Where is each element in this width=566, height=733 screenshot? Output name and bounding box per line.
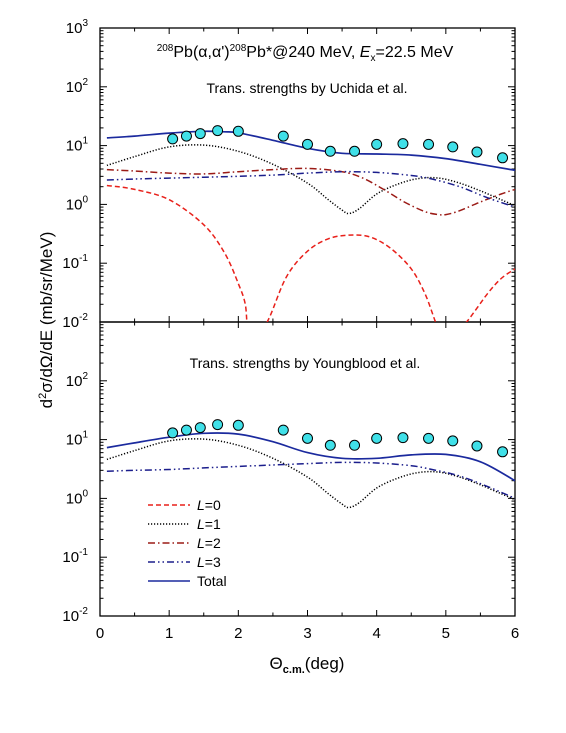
legend-label: L=2	[197, 535, 221, 551]
y-tick-label: 102	[66, 371, 89, 390]
x-axis-symbol: Θ	[270, 654, 283, 673]
title-residual: Pb*@240 MeV,	[246, 44, 360, 61]
theory-curves	[106, 130, 515, 509]
data-point	[324, 439, 336, 451]
data-point	[167, 427, 179, 439]
panel-frame-0	[99, 27, 516, 323]
curve-l3-panel-0	[106, 170, 515, 208]
x-tick-label: 2	[234, 625, 242, 642]
data-point	[397, 432, 409, 444]
data-point	[471, 440, 483, 452]
data-point	[232, 125, 244, 137]
tick-labels: 10-2 10-1 100 101 102 103 10-2 10-1 100 101 102 0 1 2…	[62, 18, 519, 642]
x-tick-label: 4	[372, 625, 380, 642]
legend-label: L=1	[197, 516, 221, 532]
x-tick-label: 0	[96, 625, 104, 642]
y-tick-label: 10-1	[62, 253, 88, 272]
curve-l1-panel-0	[106, 144, 515, 215]
experimental-points	[167, 125, 509, 458]
title-ex-symbol: E	[360, 44, 371, 61]
data-point	[167, 133, 179, 145]
y-tick-label: 100	[66, 488, 89, 507]
legend: L=0 L=1 L=2 L=3 Total	[148, 497, 227, 589]
x-tick-label: 1	[165, 625, 173, 642]
panel-curves-0	[106, 130, 515, 322]
data-point	[349, 439, 361, 451]
data-point	[497, 152, 509, 164]
top-panel-subtitle: Trans. strengths by Uchida et al.	[206, 80, 407, 96]
data-point	[302, 432, 313, 444]
data-point	[212, 125, 224, 137]
y-tick-label: 100	[66, 194, 89, 213]
y-tick-label: 10-2	[62, 606, 88, 625]
chart-title: 208Pb(α,α')208Pb*@240 MeV, Ex=22.5 MeV	[157, 43, 454, 64]
y-axis-title: d2σ/dΩ/dE (mb/sr/MeV)	[37, 232, 56, 409]
legend-label: Total	[197, 573, 227, 589]
data-point	[277, 424, 289, 436]
curve-l3-panel-1	[106, 461, 515, 500]
title-mass-1: 208	[157, 43, 174, 54]
bottom-panel-subtitle: Trans. strengths by Youngblood et al.	[190, 355, 421, 371]
y-axis-rest: σ/dΩ/dE (mb/sr/MeV)	[37, 232, 56, 393]
curve-l1-panel-1	[106, 438, 515, 509]
curve-l0-panel-0	[106, 184, 515, 322]
axis-ticks	[99, 28, 516, 617]
data-point	[194, 422, 206, 434]
data-point	[180, 130, 192, 142]
y-tick-label: 10-2	[62, 312, 88, 331]
curve-l2-panel-0	[106, 167, 515, 216]
curve-total-panel-0	[106, 130, 515, 172]
x-axis-title: Θc.m.(deg)	[270, 654, 345, 676]
data-point	[423, 432, 435, 444]
data-point	[397, 138, 409, 150]
data-point	[277, 130, 289, 142]
data-point	[371, 138, 383, 150]
y-tick-label: 101	[66, 430, 89, 449]
x-tick-label: 5	[442, 625, 450, 642]
x-tick-label: 3	[303, 625, 311, 642]
y-tick-label: 102	[66, 77, 89, 96]
x-tick-label: 6	[511, 625, 519, 642]
data-point	[371, 432, 383, 444]
data-point	[180, 424, 192, 436]
legend-label: L=3	[197, 554, 221, 570]
legend-label: L=0	[197, 497, 221, 513]
data-point	[471, 146, 483, 158]
x-axis-sub: c.m.	[283, 664, 305, 676]
data-point	[212, 419, 224, 431]
y-axis-sup: 2	[37, 393, 49, 399]
data-point	[324, 145, 336, 157]
title-reaction: Pb(α,α')	[173, 44, 229, 61]
y-tick-label: 101	[66, 136, 89, 155]
data-point	[497, 446, 509, 458]
data-point	[194, 128, 206, 140]
data-point	[232, 419, 244, 431]
data-point	[447, 435, 459, 447]
y-axis-prefix: d	[37, 399, 56, 408]
y-tick-label: 103	[66, 18, 89, 37]
data-point	[447, 141, 459, 153]
data-point	[349, 145, 361, 157]
title-mass-2: 208	[230, 43, 247, 54]
title-ex-sub: x	[370, 53, 375, 64]
data-point	[423, 138, 435, 150]
x-axis-unit: (deg)	[305, 654, 345, 673]
data-point	[302, 138, 313, 150]
y-tick-label: 10-1	[62, 547, 88, 566]
title-ex-value: =22.5 MeV	[375, 44, 453, 61]
